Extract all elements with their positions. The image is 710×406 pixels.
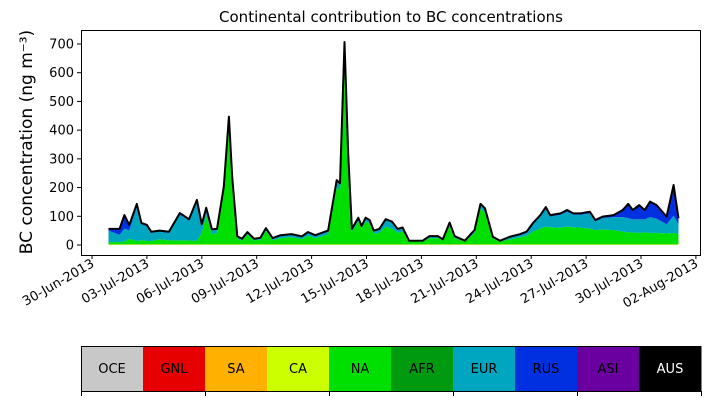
y-tick-label: 400 <box>49 124 74 139</box>
area-eur <box>109 49 679 242</box>
colorbar-label-na: NA <box>351 362 370 377</box>
colorbar-label-afr: AFR <box>409 362 434 377</box>
y-tick-label: 600 <box>49 66 74 81</box>
y-tick-label: 500 <box>49 95 74 110</box>
chart-title: Continental contribution to BC concentra… <box>219 8 563 26</box>
colorbar-label-asi: ASI <box>598 362 619 377</box>
y-tick-label: 100 <box>49 210 74 225</box>
colorbar-label-ca: CA <box>289 362 307 377</box>
colorbar-label-gnl: GNL <box>160 362 188 377</box>
colorbar-label-rus: RUS <box>533 362 560 377</box>
y-axis-label: BC concentration (ng m⁻³) <box>17 30 37 254</box>
stacked-areas <box>109 42 679 245</box>
colorbar-label-eur: EUR <box>471 362 498 377</box>
y-tick-label: 200 <box>49 181 74 196</box>
region-colorbar-legend: OCE GNL SA CA NA AFR EUR RUS ASI AUS <box>81 346 702 396</box>
x-axis: 30-Jun-201303-Jul-201306-Jul-201309-Jul-… <box>20 255 701 312</box>
colorbar-label-aus: AUS <box>657 362 684 377</box>
colorbar-label-sa: SA <box>227 362 244 377</box>
y-tick-label: 700 <box>49 38 74 53</box>
y-axis: 0 100 200 300 400 500 600 700 <box>49 38 81 254</box>
y-tick-label: 0 <box>66 239 74 254</box>
y-tick-label: 300 <box>49 152 74 167</box>
colorbar-label-oce: OCE <box>98 362 126 377</box>
